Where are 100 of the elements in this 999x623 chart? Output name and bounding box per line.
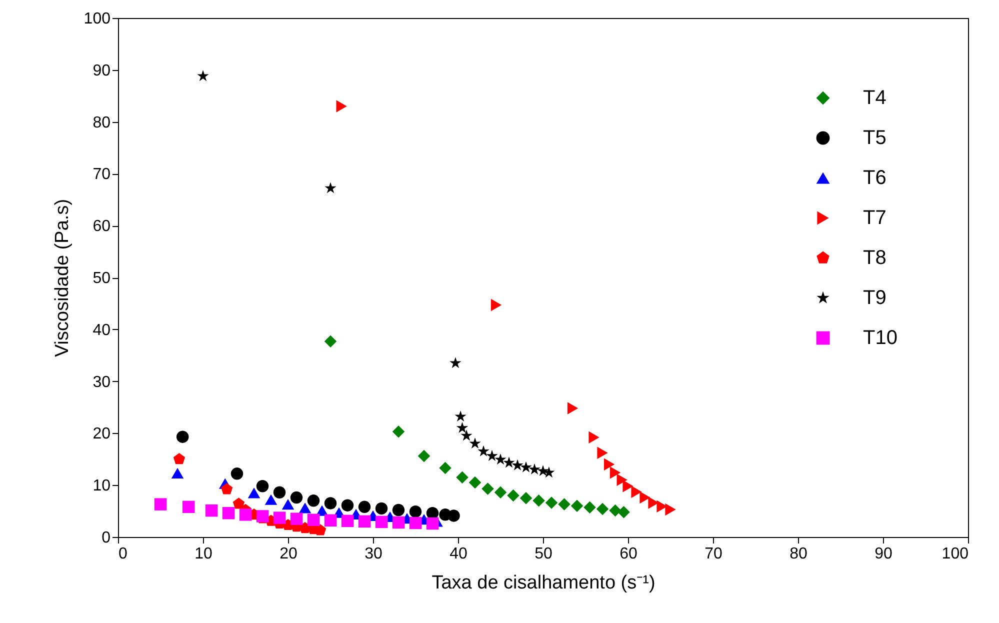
point bbox=[418, 450, 430, 462]
x-tick-label: 60 bbox=[620, 546, 638, 562]
legend-label: T10 bbox=[863, 327, 898, 349]
point bbox=[503, 456, 515, 468]
point bbox=[358, 500, 371, 514]
y-tick-label: 80 bbox=[92, 114, 111, 132]
point bbox=[409, 505, 422, 518]
point bbox=[618, 506, 630, 518]
point bbox=[154, 498, 167, 510]
point bbox=[640, 491, 650, 504]
point bbox=[392, 504, 405, 516]
y-tick-label: 20 bbox=[92, 426, 111, 443]
point bbox=[454, 410, 466, 422]
point bbox=[392, 516, 405, 529]
point bbox=[173, 453, 186, 464]
point bbox=[482, 482, 494, 495]
x-tick-label: 70 bbox=[704, 546, 722, 562]
point bbox=[171, 468, 184, 478]
point bbox=[324, 514, 337, 527]
point bbox=[456, 422, 468, 433]
point bbox=[507, 489, 520, 502]
point bbox=[264, 494, 278, 505]
y-tick-label: 0 bbox=[102, 530, 111, 546]
point bbox=[375, 516, 388, 528]
point bbox=[392, 426, 405, 438]
point bbox=[450, 357, 462, 368]
x-tick-label: 0 bbox=[118, 546, 128, 562]
point bbox=[230, 468, 244, 480]
point bbox=[197, 70, 209, 82]
point bbox=[273, 486, 286, 498]
y-axis-title: Viscosidade (Pa.s) bbox=[52, 198, 73, 358]
point bbox=[490, 298, 502, 312]
point bbox=[469, 437, 481, 449]
y-tick-label: 10 bbox=[92, 478, 111, 495]
point bbox=[596, 502, 609, 516]
point bbox=[307, 514, 320, 526]
x-tick-label: 100 bbox=[942, 546, 969, 562]
x-tick-label: 10 bbox=[194, 546, 212, 562]
y-tick-label: 90 bbox=[92, 62, 111, 80]
x-tick-label: 50 bbox=[534, 546, 552, 562]
y-tick-label: 30 bbox=[92, 374, 111, 391]
point bbox=[494, 454, 506, 465]
point bbox=[631, 486, 642, 498]
point bbox=[567, 402, 578, 414]
x-axis-title: Taxa de cisalhamento (s⁻¹) bbox=[432, 572, 656, 594]
point bbox=[545, 496, 558, 509]
point bbox=[528, 463, 540, 474]
point bbox=[597, 446, 608, 460]
point bbox=[239, 508, 252, 521]
point bbox=[298, 502, 312, 514]
point bbox=[512, 459, 524, 470]
point bbox=[409, 516, 422, 530]
point bbox=[616, 474, 628, 486]
point bbox=[584, 501, 596, 514]
legend-label: T6 bbox=[863, 167, 886, 189]
y-tick-label: 40 bbox=[92, 322, 111, 339]
point bbox=[460, 430, 472, 441]
point bbox=[520, 492, 532, 504]
legend-label: T7 bbox=[863, 207, 886, 229]
point bbox=[232, 498, 245, 509]
point bbox=[307, 494, 320, 507]
point bbox=[448, 510, 460, 522]
point bbox=[341, 514, 354, 528]
point bbox=[336, 100, 347, 112]
point bbox=[341, 499, 354, 512]
x-tick-label: 90 bbox=[874, 546, 892, 562]
x-tick-label: 20 bbox=[280, 546, 298, 562]
point bbox=[558, 498, 570, 510]
point bbox=[282, 499, 294, 510]
legend-label: T5 bbox=[863, 127, 886, 149]
point bbox=[665, 503, 676, 516]
point bbox=[604, 458, 615, 470]
point bbox=[570, 500, 584, 512]
x-tick-label: 80 bbox=[790, 546, 808, 562]
point bbox=[222, 507, 235, 520]
point bbox=[426, 517, 439, 530]
point bbox=[494, 486, 507, 498]
point bbox=[324, 335, 337, 348]
point bbox=[478, 445, 490, 456]
y-tick-label: 70 bbox=[92, 166, 111, 184]
point bbox=[610, 466, 621, 479]
point bbox=[256, 480, 269, 492]
point bbox=[182, 500, 195, 514]
y-tick-label: 100 bbox=[84, 10, 111, 28]
x-tick-label: 40 bbox=[450, 546, 468, 562]
y-tick-label: 60 bbox=[92, 218, 111, 236]
point bbox=[456, 471, 468, 484]
point bbox=[375, 502, 388, 515]
point bbox=[273, 512, 286, 524]
point bbox=[248, 488, 260, 498]
point bbox=[176, 430, 189, 443]
point bbox=[537, 464, 549, 476]
point bbox=[324, 497, 337, 510]
point bbox=[468, 476, 482, 489]
point bbox=[439, 462, 452, 474]
point bbox=[290, 512, 303, 525]
point bbox=[205, 504, 218, 517]
point bbox=[532, 494, 545, 507]
point bbox=[220, 483, 233, 494]
point bbox=[324, 182, 336, 194]
